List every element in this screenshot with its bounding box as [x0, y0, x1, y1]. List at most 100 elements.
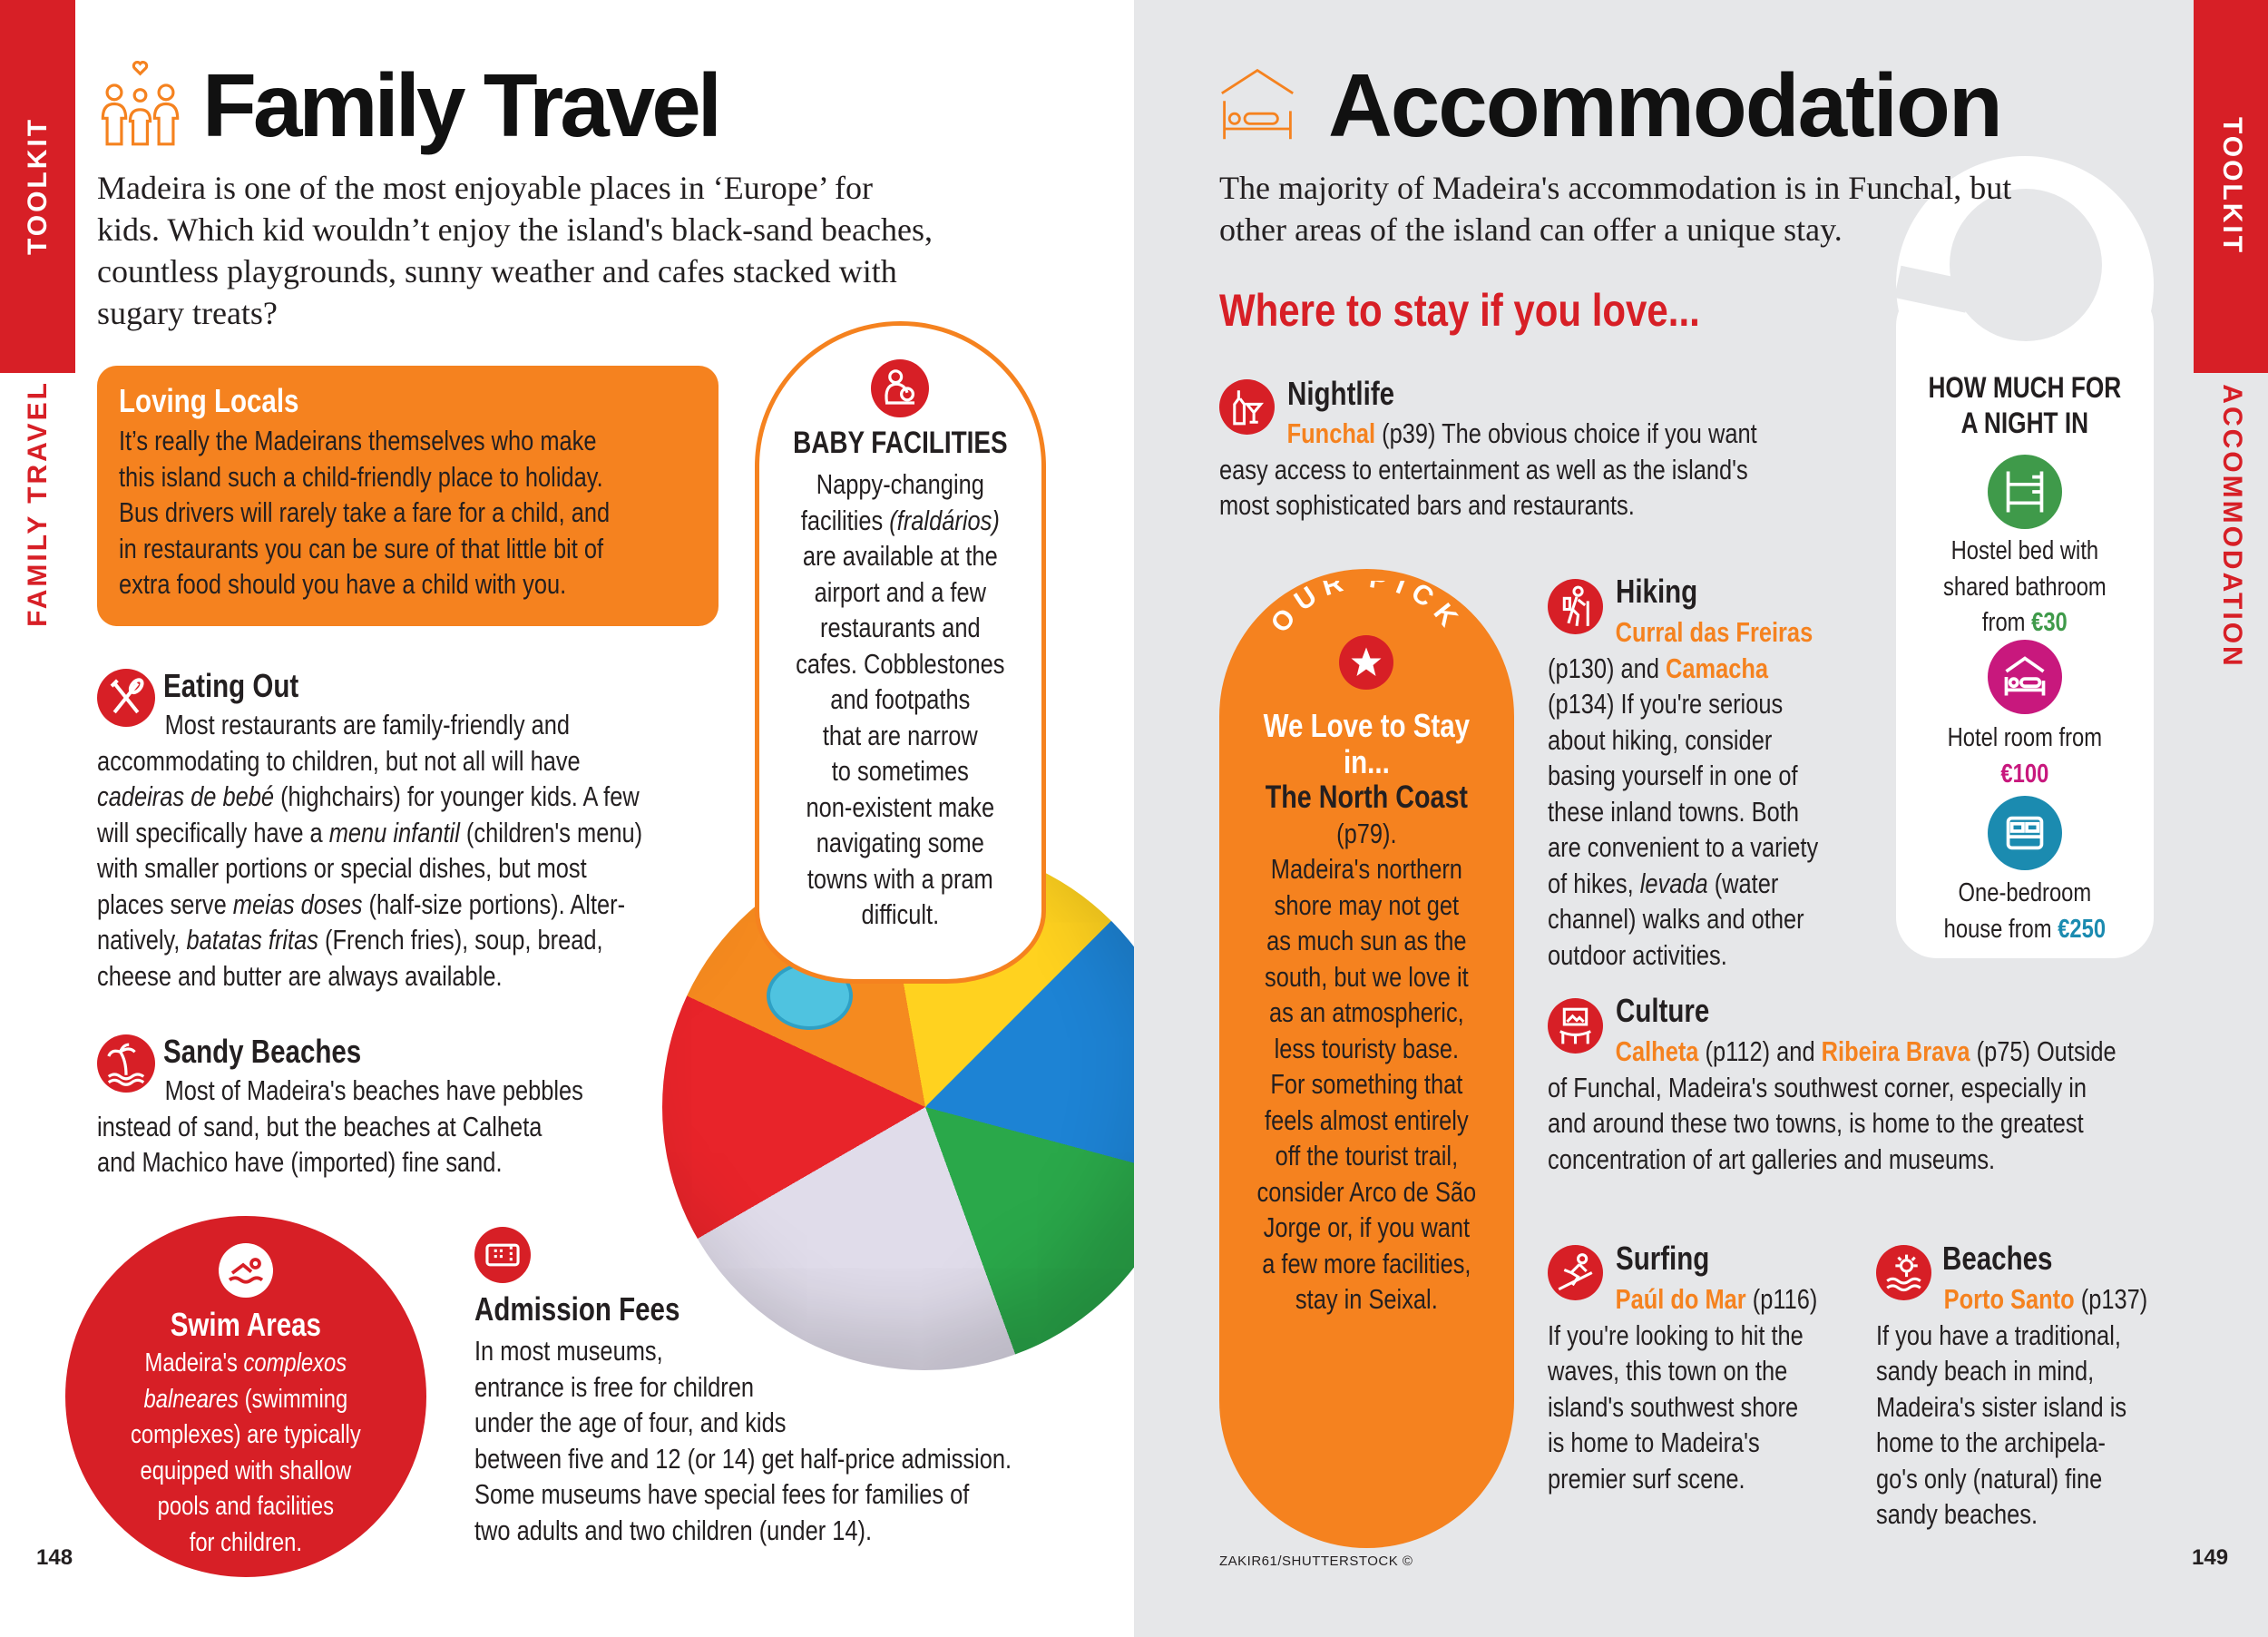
emphasis-text: levada	[1639, 867, 1708, 899]
text-segment: (p134) If you're serious	[1548, 688, 1784, 720]
text-line: of Funchal, Madeira's southwest corner, …	[1548, 1070, 2116, 1106]
text-line: are convenient to a variety	[1548, 829, 1818, 866]
house-bed-icon	[1221, 68, 1294, 140]
text-segment: basing yourself in one of	[1548, 760, 1798, 791]
text-line: airport and a few	[755, 574, 1046, 611]
text-line: basing yourself in one of	[1548, 758, 1818, 794]
place-name: Camacha	[1666, 652, 1769, 684]
text-line: kids. Which kid wouldn’t enjoy the islan…	[97, 209, 933, 250]
surfing-text: Paúl do Mar (p116) If you're looking to h…	[1548, 1281, 1817, 1496]
hotel-price: Hotel room from €100	[1896, 722, 2154, 794]
text-segment: under the age of four, and kids	[474, 1407, 787, 1438]
text-segment: Jorge or, if you want	[1263, 1211, 1471, 1243]
text-line: is home to Madeira's	[1548, 1425, 1817, 1461]
text-line: If you're looking to hit the	[1548, 1318, 1817, 1354]
text-segment: Madeira's	[144, 1348, 244, 1377]
text-segment: most sophisticated bars and restaurants.	[1219, 489, 1635, 521]
text-line: places serve meias doses (half-size port…	[97, 887, 642, 923]
emphasis-text: batatas fritas	[186, 924, 318, 956]
text-segment: The majority of Madeira's accommodation …	[1219, 170, 2012, 206]
text-line: Nappy-changing	[755, 466, 1046, 503]
svg-text:OUR PICK: OUR PICK	[1266, 581, 1469, 639]
text-segment: airport and a few	[814, 575, 986, 608]
text-segment: in...	[1343, 742, 1390, 780]
text-line: entrance is free for children	[474, 1369, 1012, 1406]
text-line: that are narrow	[755, 718, 1046, 754]
intro-text: The majority of Madeira's accommodation …	[1219, 167, 2011, 250]
our-pick-text: We Love to Stay in... The North Coast (p7…	[1219, 708, 1514, 1318]
text-line: Madeira's complexos	[65, 1348, 426, 1384]
emphasis-text: €30	[2031, 608, 2068, 637]
toolkit-tab: TOOLKIT	[0, 0, 75, 373]
text-line: Most of Madeira's beaches have pebbles	[97, 1073, 583, 1109]
our-pick-label: OUR PICK	[1266, 581, 1461, 639]
text-line: (p130) and Camacha	[1548, 651, 1818, 687]
text-segment: off the tourist trail,	[1275, 1140, 1459, 1171]
section-label: FAMILY TRAVEL	[23, 380, 53, 627]
text-segment: places serve	[97, 887, 233, 920]
text-line: HOW MUCH FOR	[1896, 370, 2154, 406]
gallery-icon	[1548, 998, 1603, 1054]
where-to-stay-heading: Where to stay if you love...	[1219, 285, 1700, 336]
place-name: Funchal	[1286, 417, 1376, 449]
text-segment: Madeira is one of the most enjoyable pla…	[97, 170, 874, 206]
loving-locals-text: It’s really the Madeirans themselves who…	[119, 423, 610, 603]
text-segment: towns with a pram	[807, 862, 993, 895]
text-segment: house from	[1943, 914, 2058, 944]
text-segment: Bus drivers will rarely take a fare for …	[119, 496, 611, 528]
palm-beach-icon	[97, 1034, 155, 1093]
place-name: Ribeira Brava	[1821, 1035, 1970, 1067]
text-line: Madeira's northern	[1219, 851, 1514, 887]
text-segment: as much sun as the	[1266, 925, 1467, 956]
hiking-heading: Hiking	[1616, 573, 1698, 610]
text-segment: Nappy-changing	[816, 468, 984, 500]
text-line: We Love to Stay	[1219, 708, 1514, 744]
text-line: If you have a traditional,	[1876, 1318, 2147, 1354]
text-segment: this island such a child-friendly place …	[119, 460, 603, 493]
text-line: Bus drivers will rarely take a fare for …	[119, 495, 610, 531]
beaches-heading: Beaches	[1942, 1240, 2053, 1277]
culture-text: Calheta (p112) and Ribeira Brava (p75) O…	[1548, 1034, 2116, 1177]
sandy-beaches-text: Most of Madeira's beaches have pebbles in…	[97, 1073, 583, 1181]
emphasis-text: €250	[2058, 914, 2107, 944]
text-segment: a few more facilities,	[1262, 1247, 1471, 1279]
text-line: sugary treats?	[97, 292, 933, 334]
page-number: 148	[36, 1545, 73, 1570]
text-segment: (highchairs) for younger kids. A few	[274, 780, 640, 812]
text-line: feels almost entirely	[1219, 1103, 1514, 1139]
place-name: Curral das Freiras	[1615, 616, 1813, 648]
text-line: equipped with shallow	[65, 1456, 426, 1492]
text-segment: non-existent make	[806, 790, 995, 823]
text-line: about hiking, consider	[1548, 722, 1818, 759]
our-pick-badge: OUR PICK	[1266, 581, 1469, 639]
text-line: €100	[1896, 759, 2154, 795]
text-segment: go's only (natural) fine	[1876, 1462, 2103, 1495]
text-segment: instead of sand, but the beaches at Calh…	[97, 1110, 543, 1142]
text-segment: home to the archipela-	[1876, 1426, 2106, 1458]
double-bed-icon	[1988, 796, 2062, 870]
swimmer-icon	[219, 1243, 273, 1298]
text-segment: (swimming	[238, 1384, 348, 1414]
family-icon	[101, 61, 180, 146]
emphasis-text: balneares	[143, 1384, 239, 1414]
text-line: Calheta (p112) and Ribeira Brava (p75) O…	[1548, 1034, 2116, 1070]
text-segment: accommodating to children, but not all w…	[97, 744, 581, 777]
text-line: sandy beaches.	[1876, 1496, 2147, 1533]
text-segment: to sometimes	[831, 755, 969, 787]
text-line: this island such a child-friendly place …	[119, 459, 610, 495]
text-segment: island's southwest shore	[1548, 1390, 1799, 1423]
text-segment: is home to Madeira's	[1548, 1426, 1760, 1458]
text-line: shared bathroom	[1896, 572, 2154, 608]
text-line: south, but we love it	[1219, 959, 1514, 995]
text-segment: of Funchal, Madeira's southwest corner, …	[1548, 1071, 2087, 1103]
text-segment: two adults and two children (under 14).	[474, 1514, 873, 1546]
text-line: restaurants and	[755, 610, 1046, 646]
text-line: and around these two towns, is home to t…	[1548, 1105, 2116, 1142]
text-line: cafes. Cobblestones	[755, 646, 1046, 682]
text-line: pools and facilities	[65, 1491, 426, 1527]
text-line: in restaurants you can be sure of that l…	[119, 531, 610, 567]
text-segment: difficult.	[861, 898, 940, 930]
text-line: natively, batatas fritas (French fries),…	[97, 922, 642, 958]
text-segment: Some museums have special fees for famil…	[474, 1478, 970, 1510]
text-segment: these inland towns. Both	[1548, 795, 1799, 828]
